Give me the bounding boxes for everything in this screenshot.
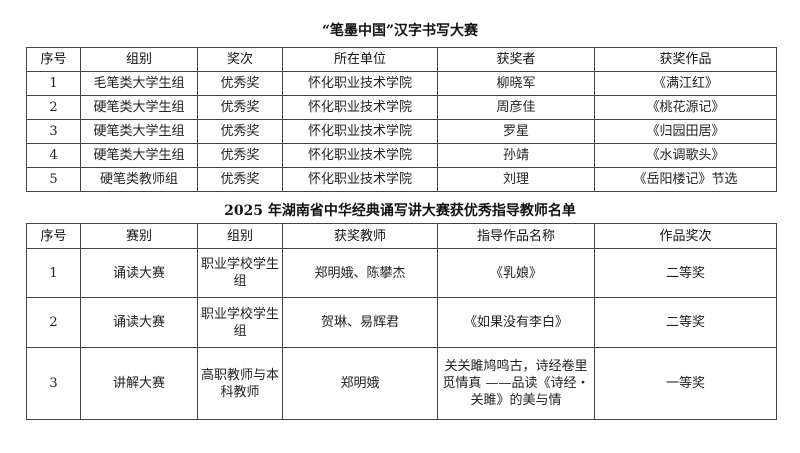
table2-title: 2025 年湖南省中华经典诵写讲大赛获优秀指导教师名单 [224,203,576,219]
table-cell: 3 [26,119,81,144]
table-row: 2 硬笔类大学生组 优秀奖 怀化职业技术学院 周彦佳 《桃花源记》 [26,95,777,120]
table-cell: 二等奖 [594,297,777,348]
table-row: 5 硬笔类教师组 优秀奖 怀化职业技术学院 刘理 《岳阳楼记》节选 [26,167,777,192]
table-cell: 优秀奖 [197,143,283,168]
column-header: 获奖者 [437,47,595,72]
column-header: 作品奖次 [594,223,777,249]
table-cell: 一等奖 [594,347,777,420]
table-cell: 硬笔类大学生组 [80,143,198,168]
table-cell: 罗星 [437,119,595,144]
table-row: 2 诵读大赛 职业学校学生组 贺琳、易辉君 《如果没有李白》 二等奖 [26,297,777,348]
table-cell: 硬笔类教师组 [80,167,198,192]
table-cell: 优秀奖 [197,119,283,144]
table-cell: 诵读大赛 [80,297,198,348]
column-header: 组别 [197,223,283,249]
table-cell: 2 [26,95,81,120]
table-cell: 孙靖 [437,143,595,168]
table-cell: 讲解大赛 [80,347,198,420]
column-header: 指导作品名称 [437,223,595,249]
table-cell: 优秀奖 [197,167,283,192]
column-header: 序号 [26,47,81,72]
table-cell: 职业学校学生组 [197,297,283,348]
table-cell: 怀化职业技术学院 [282,71,438,96]
table-cell: 职业学校学生组 [197,248,283,298]
table-cell: 怀化职业技术学院 [282,143,438,168]
table-cell: 《桃花源记》 [594,95,777,120]
table-cell: 怀化职业技术学院 [282,119,438,144]
table-cell: 柳晓军 [437,71,595,96]
column-header: 组别 [80,47,198,72]
table-cell: 周彦佳 [437,95,595,120]
table-cell: 《满江红》 [594,71,777,96]
award-table-teachers: 序号 赛别 组别 获奖教师 指导作品名称 作品奖次 1 诵读大赛 职业学校学生组 郑明娥、陈攀杰… [26,223,777,420]
column-header: 获奖教师 [282,223,438,249]
table-cell: 二等奖 [594,248,777,298]
table-cell: 郑明娥、陈攀杰 [282,248,438,298]
table-row: 3 讲解大赛 高职教师与本科教师 郑明娥 关关雎鸠鸣古，诗经卷里觅情真 ——品读《诗经・… [26,347,777,420]
table-cell: 《如果没有李白》 [437,297,595,348]
column-header: 所在单位 [282,47,438,72]
table-cell: 怀化职业技术学院 [282,167,438,192]
table-row: 1 毛笔类大学生组 优秀奖 怀化职业技术学院 柳晓军 《满江红》 [26,71,777,96]
table-cell: 硬笔类大学生组 [80,119,198,144]
table-cell: 《乳娘》 [437,248,595,298]
table-cell: 毛笔类大学生组 [80,71,198,96]
table-cell: 怀化职业技术学院 [282,95,438,120]
table-header-row: 序号 组别 奖次 所在单位 获奖者 获奖作品 [26,47,777,72]
table-cell: 《水调歌头》 [594,143,777,168]
table-cell: 诵读大赛 [80,248,198,298]
award-table-calligraphy: 序号 组别 奖次 所在单位 获奖者 获奖作品 1 毛笔类大学生组 优秀奖 怀化职业技术学院 柳晓军… [26,47,777,192]
table-cell: 《归园田居》 [594,119,777,144]
table-cell: 郑明娥 [282,347,438,420]
table-cell: 贺琳、易辉君 [282,297,438,348]
column-header: 赛别 [80,223,198,249]
column-header: 奖次 [197,47,283,72]
table-row: 1 诵读大赛 职业学校学生组 郑明娥、陈攀杰 《乳娘》 二等奖 [26,248,777,298]
table-row: 3 硬笔类大学生组 优秀奖 怀化职业技术学院 罗星 《归园田居》 [26,119,777,144]
column-header: 序号 [26,223,81,249]
table-cell: 优秀奖 [197,71,283,96]
table-cell: 高职教师与本科教师 [197,347,283,420]
table-cell: 《岳阳楼记》节选 [594,167,777,192]
table-cell: 4 [26,143,81,168]
table-header-row: 序号 赛别 组别 获奖教师 指导作品名称 作品奖次 [26,223,777,249]
table1-title: “笔墨中国”汉字书写大赛 [321,23,479,39]
table-cell: 5 [26,167,81,192]
table-cell: 优秀奖 [197,95,283,120]
table-cell: 2 [26,297,81,348]
table-cell: 1 [26,71,81,96]
column-header: 获奖作品 [594,47,777,72]
table-cell: 关关雎鸠鸣古，诗经卷里觅情真 ——品读《诗经・关雎》的美与情 [437,347,595,420]
table-cell: 3 [26,347,81,420]
table-cell: 硬笔类大学生组 [80,95,198,120]
table-cell: 刘理 [437,167,595,192]
table-row: 4 硬笔类大学生组 优秀奖 怀化职业技术学院 孙靖 《水调歌头》 [26,143,777,168]
table-cell: 1 [26,248,81,298]
